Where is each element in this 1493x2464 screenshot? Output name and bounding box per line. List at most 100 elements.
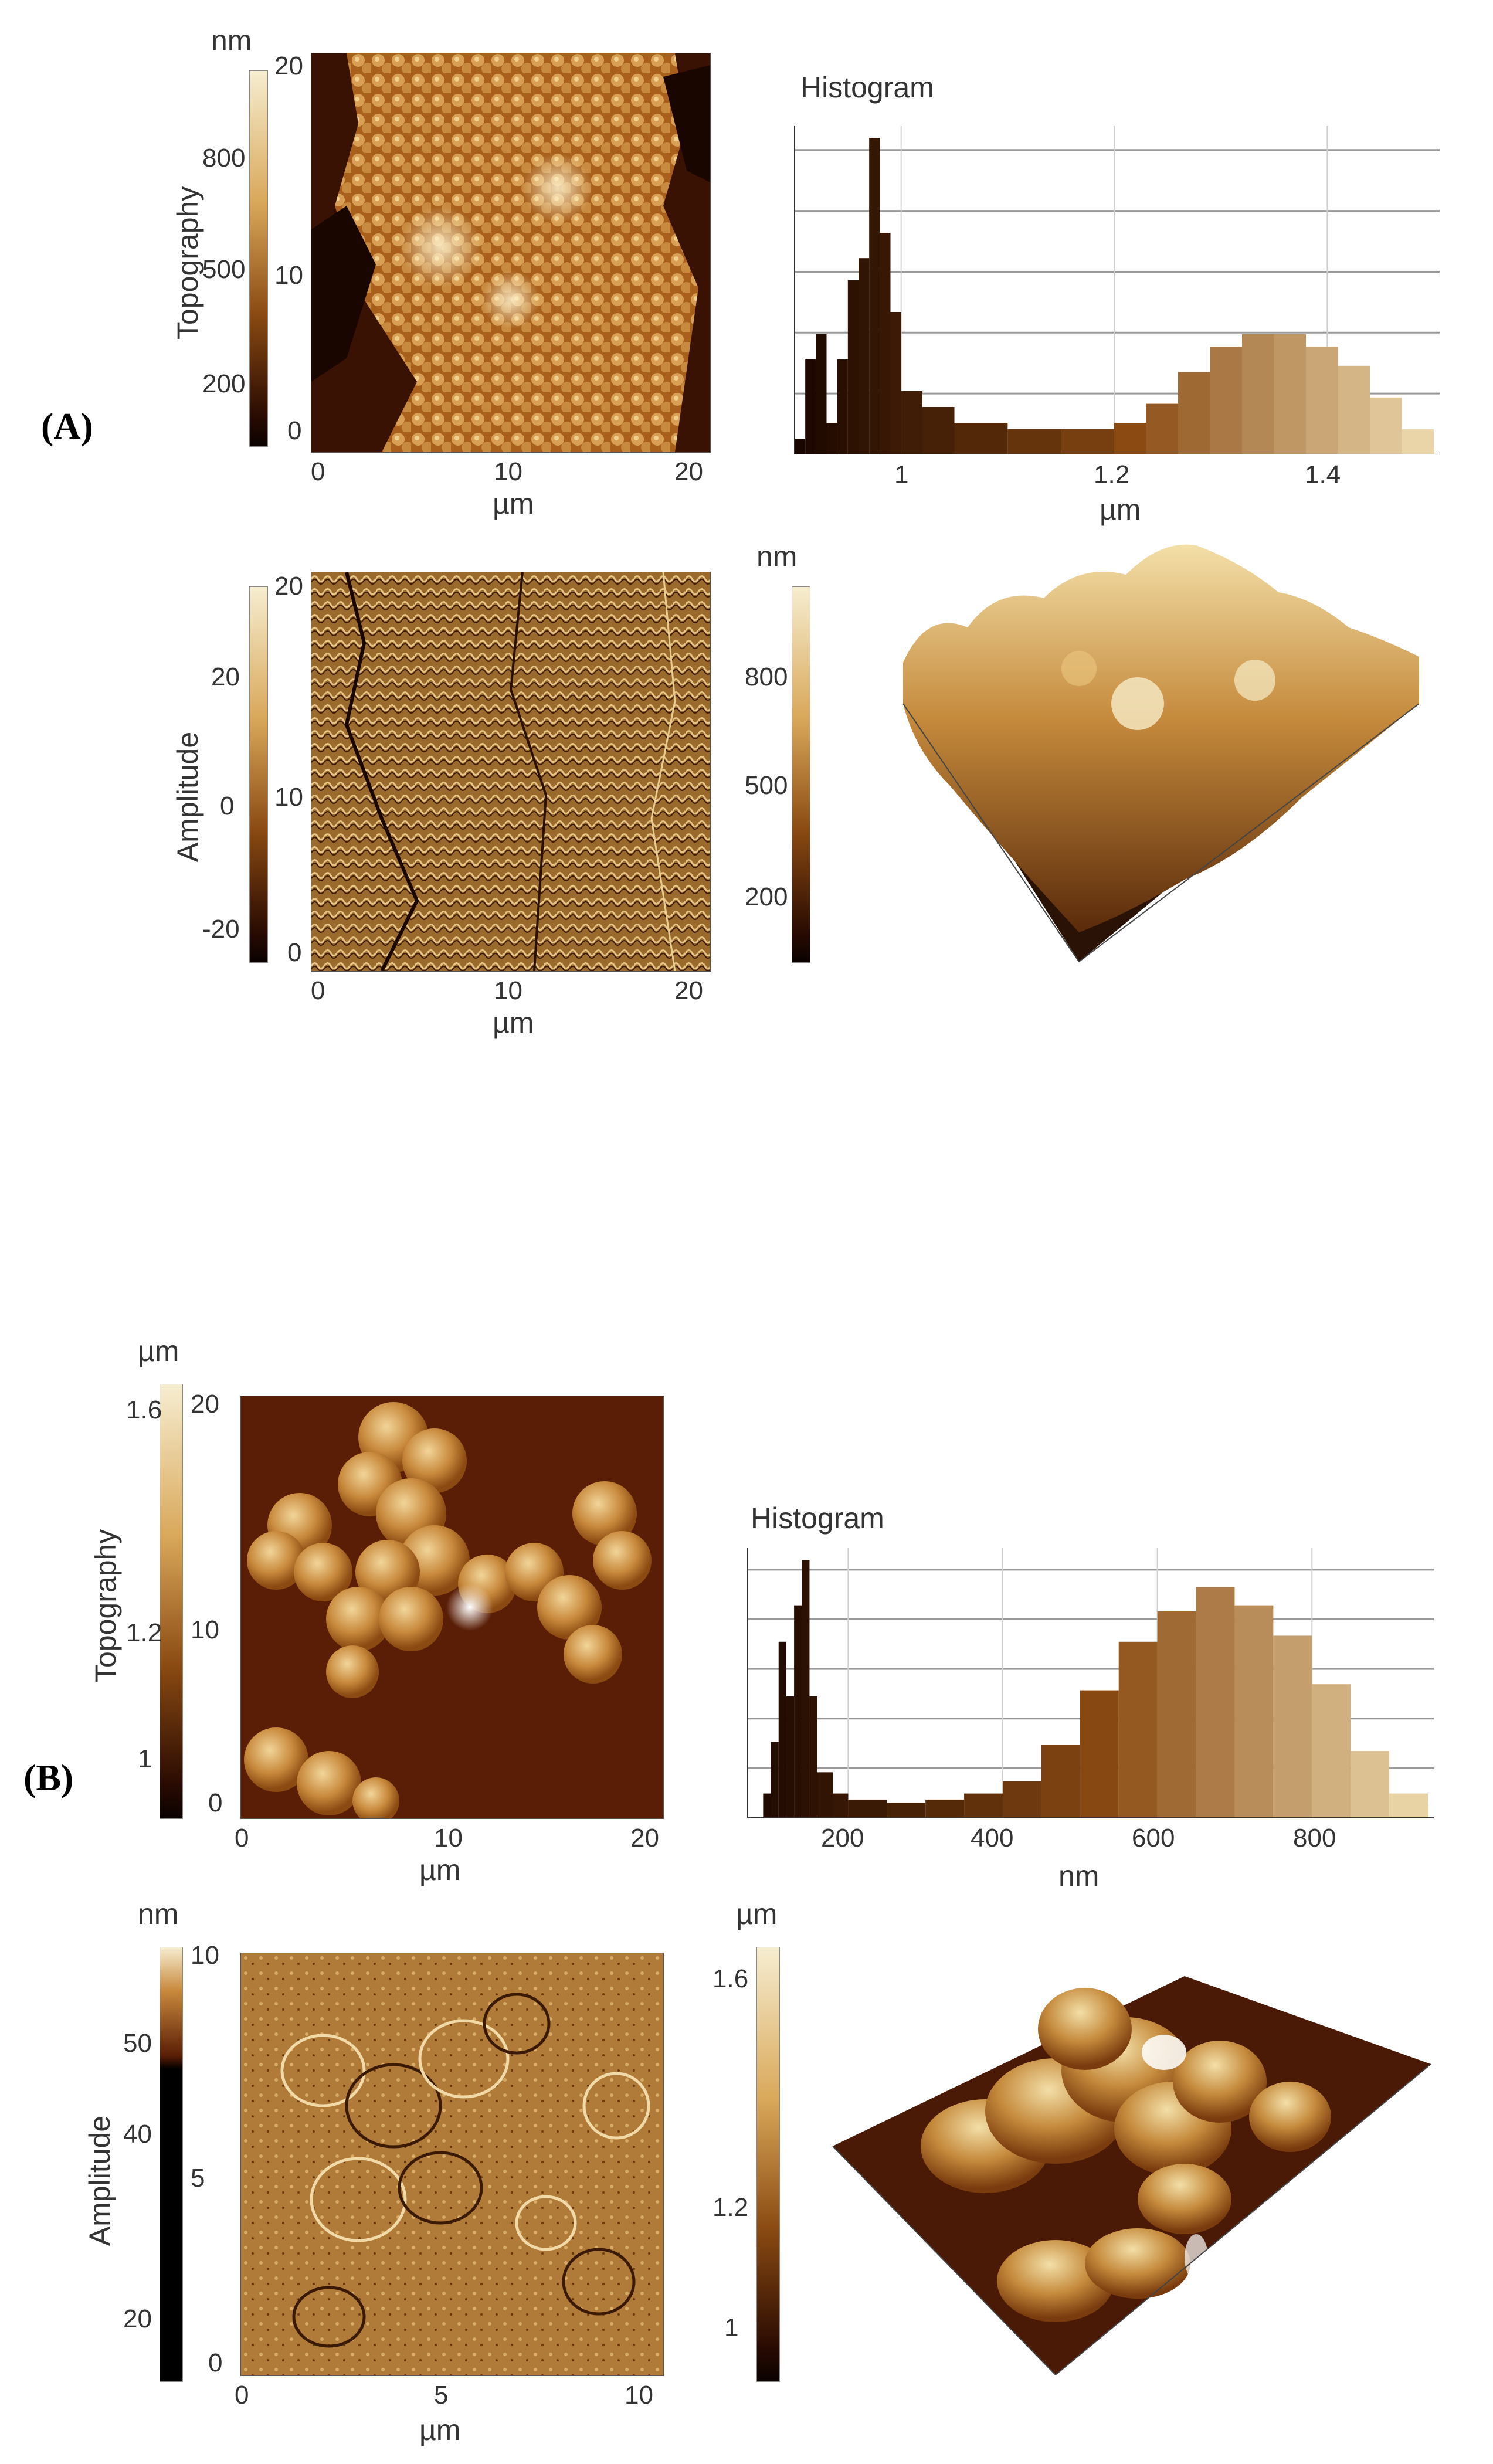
topography-afm-image: [311, 53, 711, 453]
colorbar-tick: 200: [202, 369, 246, 398]
colorbar-tick: 1.2: [126, 1618, 162, 1647]
histogram-bar: [816, 334, 827, 454]
histogram-bar: [833, 1793, 849, 1818]
histogram-bar: [1118, 1641, 1158, 1818]
amplitude-axis-title: Amplitude: [83, 2115, 116, 2246]
histogram-bar: [1370, 397, 1402, 454]
colorbar-tick: 1.6: [126, 1396, 162, 1424]
histogram-bar: [1196, 1587, 1235, 1818]
view3d-colorbar: [756, 1947, 780, 2382]
histogram-bar: [795, 439, 806, 454]
y-tick: 20: [191, 1390, 219, 1418]
histogram-bar: [826, 423, 837, 454]
x-tick: 0: [235, 2381, 249, 2409]
colorbar-unit: nm: [211, 24, 252, 57]
histogram-bar: [1234, 1605, 1274, 1818]
x-tick: 10: [625, 2381, 653, 2409]
histogram-bar: [794, 1605, 802, 1818]
histogram-bar: [1351, 1751, 1390, 1818]
colorbar-tick: 800: [202, 144, 246, 172]
histogram-bar: [1041, 1745, 1080, 1818]
colorbar-tick: -20: [202, 915, 240, 943]
histogram-bar: [763, 1793, 771, 1818]
y-tick: 0: [287, 416, 302, 445]
histogram-bar: [1389, 1793, 1428, 1818]
colorbar-unit: nm: [138, 1898, 179, 1930]
colorbar-unit: µm: [736, 1898, 778, 1930]
colorbar-tick: 40: [123, 2120, 152, 2149]
histogram-bar: [1242, 334, 1274, 454]
x-tick: 200: [821, 1824, 864, 1852]
x-axis-unit: µm: [419, 2414, 461, 2446]
histogram-title: Histogram: [751, 1502, 884, 1535]
amplitude-colorbar: [249, 586, 268, 963]
histogram-bar: [1274, 334, 1306, 454]
colorbar-tick: 0: [220, 792, 235, 820]
histogram-bar: [1146, 403, 1178, 454]
histogram-bar: [1338, 365, 1370, 454]
topography-axis-title: Topography: [171, 186, 204, 340]
x-tick: 10: [434, 1824, 463, 1852]
histogram-bar: [1178, 372, 1210, 454]
histogram-bar: [1007, 429, 1061, 454]
histogram-bar: [771, 1742, 779, 1818]
histogram-bar: [859, 258, 870, 454]
x-tick: 1.4: [1305, 460, 1341, 489]
x-tick: 5: [434, 2381, 449, 2409]
y-tick: 20: [274, 572, 303, 600]
x-tick: 1.2: [1094, 460, 1130, 489]
view3d-colorbar: [792, 586, 810, 963]
histogram-bar: [778, 1641, 786, 1818]
x-tick: 10: [494, 976, 522, 1005]
histogram-bar: [1402, 429, 1434, 454]
histogram-bar: [1306, 347, 1338, 454]
histogram-bar: [880, 233, 891, 454]
topography-colorbar: [160, 1384, 183, 1819]
x-axis-unit: µm: [493, 1006, 534, 1039]
histogram-bar: [890, 312, 901, 454]
histogram-bar: [817, 1772, 833, 1818]
y-tick: 10: [274, 783, 303, 812]
histogram-bar: [809, 1696, 817, 1818]
histogram-bar: [869, 138, 880, 454]
colorbar-tick: 20: [211, 663, 240, 691]
histogram-bar: [1273, 1635, 1312, 1818]
histogram-bar: [887, 1803, 926, 1818]
histogram-bar: [848, 1799, 887, 1818]
histogram-bar: [802, 1560, 810, 1818]
histogram-bar: [925, 1799, 965, 1818]
y-tick: 0: [208, 1788, 223, 1817]
topography-axis-title: Topography: [89, 1529, 122, 1682]
x-tick: 0: [311, 457, 325, 486]
histogram-bar: [922, 407, 955, 454]
colorbar-tick: 50: [123, 2029, 152, 2058]
x-axis-unit: µm: [493, 487, 534, 520]
histogram-bar: [1210, 347, 1242, 454]
histogram-bar: [1061, 429, 1114, 454]
colorbar-tick: 1.6: [712, 1964, 749, 1993]
amplitude-afm-image: [240, 1953, 664, 2376]
colorbar-tick: 20: [123, 2305, 152, 2333]
afm-3d-surface-view: [833, 528, 1466, 985]
colorbar-tick: 500: [745, 771, 788, 800]
histogram-bar: [786, 1696, 795, 1818]
x-tick: 10: [494, 457, 522, 486]
histogram-chart: [789, 126, 1440, 454]
histogram-bar: [805, 359, 816, 454]
x-axis-unit: µm: [419, 1854, 461, 1886]
y-tick: 20: [274, 52, 303, 80]
y-tick: 10: [274, 261, 303, 290]
histogram-chart: [742, 1548, 1434, 1818]
histogram-bar: [954, 423, 1008, 454]
topography-afm-image: [240, 1396, 664, 1819]
x-tick: 600: [1132, 1824, 1175, 1852]
x-axis-unit: µm: [1100, 493, 1141, 526]
histogram-bar: [901, 391, 922, 454]
colorbar-tick: 1: [138, 1745, 152, 1773]
x-tick: 20: [674, 976, 703, 1005]
colorbar-tick: 800: [745, 663, 788, 691]
histogram-axes: [747, 1548, 1434, 1818]
amplitude-afm-image: [311, 572, 711, 972]
y-tick: 0: [287, 938, 302, 967]
topography-colorbar: [249, 70, 268, 447]
